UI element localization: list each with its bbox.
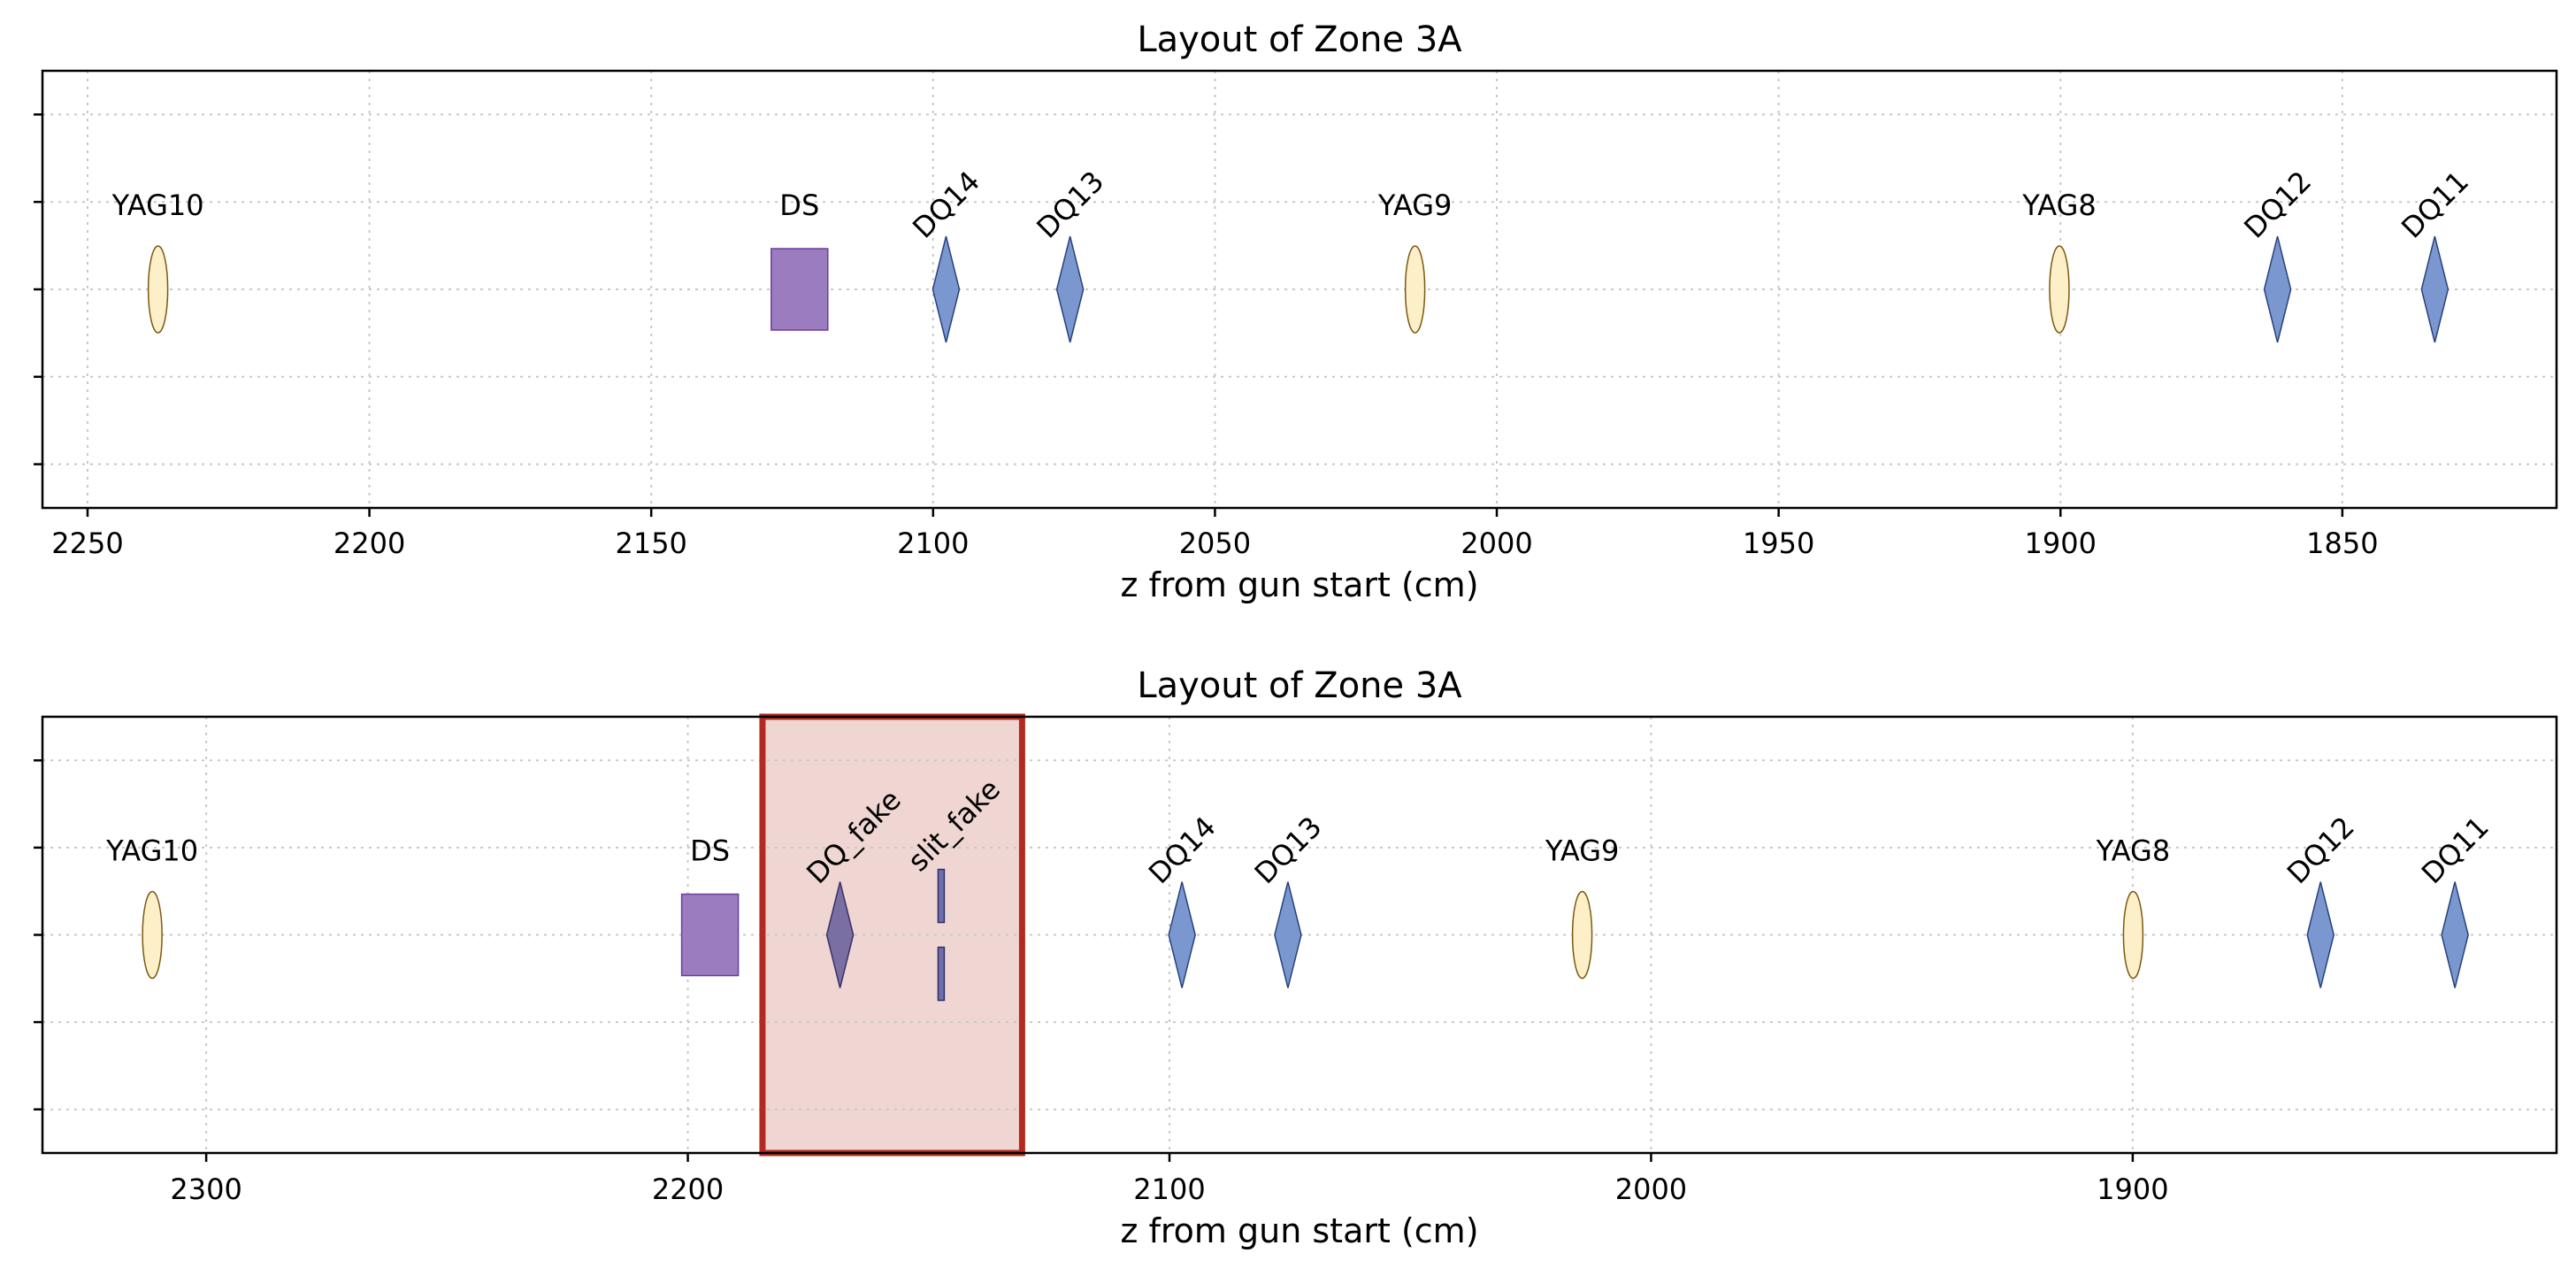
element-label-dq11: DQ11 <box>2415 810 2496 890</box>
x-tick-label: 2000 <box>1460 527 1532 560</box>
element-ds: DS <box>680 834 740 977</box>
yag-marker <box>2122 890 2144 980</box>
element-label-dq14: DQ14 <box>906 165 986 245</box>
dipole-marker <box>680 893 740 977</box>
element-label-ds: DS <box>690 834 730 868</box>
element-ds: DS <box>770 188 829 331</box>
element-dq14: DQ14 <box>1142 810 1223 988</box>
quadrupole-marker <box>932 235 961 343</box>
chart-title: Layout of Zone 3A <box>1137 19 1462 60</box>
quadrupole-marker <box>1274 881 1302 988</box>
x-tick-label: 2100 <box>897 527 969 560</box>
top-layout-panel: YAG10 DS DQ14 DQ13 YAG9 YAG8 DQ12 DQ11 2250 2200 2… <box>34 19 2558 604</box>
quadrupole-marker <box>1055 235 1085 343</box>
element-yag10: YAG10 <box>111 188 204 334</box>
element-yag8: YAG8 <box>2021 188 2097 334</box>
element-yag9: YAG9 <box>1377 188 1453 334</box>
chart-title: Layout of Zone 3A <box>1137 665 1462 706</box>
dipole-marker <box>770 248 829 331</box>
element-yag10: YAG10 <box>105 834 198 980</box>
element-label-dq12: DQ12 <box>2237 165 2318 245</box>
x-tick-label: 2000 <box>1615 1172 1687 1206</box>
x-tick-label: 2200 <box>652 1172 724 1206</box>
element-dq13: DQ13 <box>1248 810 1329 988</box>
element-dq11: DQ11 <box>2415 810 2496 988</box>
element-label-yag10: YAG10 <box>105 834 198 868</box>
element-label-yag9: YAG9 <box>1545 834 1620 868</box>
element-dq11: DQ11 <box>2395 165 2475 343</box>
yag-marker <box>1404 245 1426 334</box>
quadrupole-marker <box>2420 235 2450 343</box>
x-tick-label: 1950 <box>1743 527 1814 560</box>
x-tick-label: 1900 <box>2097 1172 2168 1206</box>
element-dq14: DQ14 <box>906 165 986 343</box>
quadrupole-marker <box>2263 235 2292 343</box>
element-dq13: DQ13 <box>1030 165 1110 343</box>
axes-frame <box>41 69 2558 510</box>
yag-marker <box>2049 245 2070 334</box>
x-tick-label: 2100 <box>1133 1172 1205 1206</box>
element-yag8: YAG8 <box>2096 834 2171 980</box>
element-label-yag8: YAG8 <box>2021 188 2097 222</box>
element-label-dq11: DQ11 <box>2395 165 2475 245</box>
fake-quadrupole-marker <box>825 881 855 988</box>
x-tick-label: 1850 <box>2306 527 2378 560</box>
yag-marker <box>1571 890 1593 980</box>
quadrupole-marker <box>2441 881 2469 988</box>
x-tick-label: 2050 <box>1179 527 1251 560</box>
slit-upper-jaw <box>937 868 946 924</box>
slit-lower-jaw <box>937 946 946 1002</box>
element-label-ds: DS <box>779 188 819 222</box>
element-label-yag8: YAG8 <box>2096 834 2171 868</box>
element-label-dq12: DQ12 <box>2281 810 2361 890</box>
yag-marker <box>147 245 169 334</box>
x-tick-label: 2250 <box>51 527 123 560</box>
element-dq12: DQ12 <box>2281 810 2361 988</box>
x-tick-label: 2150 <box>615 527 686 560</box>
quadrupole-marker <box>2306 881 2334 988</box>
element-label-yag9: YAG9 <box>1377 188 1453 222</box>
element-dq12: DQ12 <box>2237 165 2318 343</box>
x-tick-label: 2300 <box>170 1172 242 1206</box>
quadrupole-marker <box>1168 881 1196 988</box>
element-label-dq14: DQ14 <box>1142 810 1223 890</box>
element-label-dq13: DQ13 <box>1030 165 1110 245</box>
highlight-region <box>762 717 1023 1153</box>
x-axis-label: z from gun start (cm) <box>1120 1211 1478 1250</box>
element-yag9: YAG9 <box>1545 834 1620 980</box>
x-axis-label: z from gun start (cm) <box>1120 565 1478 604</box>
yag-marker <box>142 890 163 980</box>
element-label-dq13: DQ13 <box>1248 810 1329 890</box>
x-tick-label: 2200 <box>334 527 405 560</box>
element-label-yag10: YAG10 <box>111 188 204 222</box>
x-tick-label: 1900 <box>2025 527 2097 560</box>
